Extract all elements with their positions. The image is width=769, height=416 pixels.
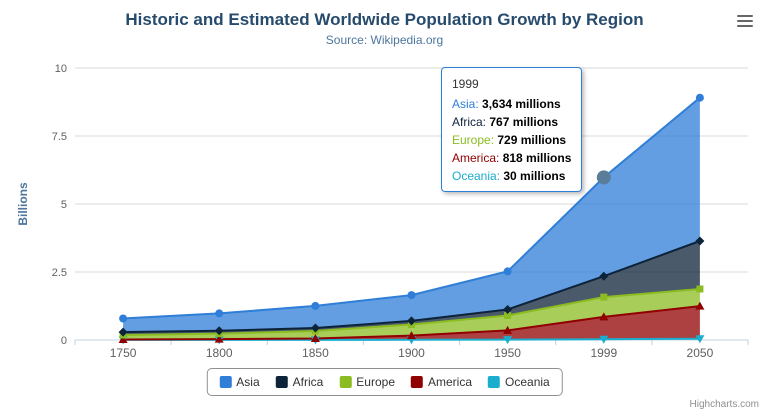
point-marker-asia[interactable] <box>503 267 512 276</box>
legend-item-europe[interactable]: Europe <box>339 375 395 389</box>
x-axis-label: 1999 <box>590 346 617 360</box>
legend-label: America <box>428 375 473 389</box>
tooltip-rows: Asia: 3,634 millions Africa: 767 millions… <box>452 95 571 185</box>
tooltip-series-name: Europe: <box>452 133 498 147</box>
credits-link[interactable]: Highcharts.com <box>689 399 759 410</box>
point-marker-america[interactable] <box>118 335 128 343</box>
y-axis-label: 0 <box>61 335 67 347</box>
point-marker-asia[interactable] <box>407 291 416 300</box>
point-marker-america[interactable] <box>599 312 609 321</box>
legend-label: Africa <box>292 375 324 389</box>
point-marker-africa[interactable] <box>503 305 513 314</box>
legend-symbol <box>275 376 288 388</box>
tooltip-row-europe: Europe: 729 millions <box>452 131 571 149</box>
y-axis-label: 5 <box>61 199 67 211</box>
hamburger-icon <box>737 20 753 22</box>
point-marker-africa[interactable] <box>599 271 609 281</box>
tooltip-series-name: Asia: <box>452 97 483 111</box>
y-axis-title: Billions <box>16 182 30 226</box>
tooltip-row-africa: Africa: 767 millions <box>452 113 571 131</box>
tooltip-series-value: 818 millions <box>502 151 572 165</box>
x-axis-label: 1950 <box>494 346 521 360</box>
point-marker-africa[interactable] <box>214 326 224 336</box>
point-marker-america[interactable] <box>214 334 224 343</box>
tooltip-header: 1999 <box>452 77 479 91</box>
tooltip-series-name: Africa: <box>452 115 490 129</box>
x-axis-label: 2050 <box>687 346 714 360</box>
point-marker-oceania[interactable] <box>599 335 609 344</box>
point-marker-america[interactable] <box>503 325 513 334</box>
x-axis-label: 1750 <box>110 346 137 360</box>
point-marker-africa[interactable] <box>407 316 416 326</box>
tooltip-series-name: America: <box>452 151 503 165</box>
legend-item-asia[interactable]: Asia <box>219 375 260 389</box>
point-marker-africa[interactable] <box>310 323 320 333</box>
legend-symbol <box>339 376 352 388</box>
point-marker-asia[interactable] <box>311 301 320 310</box>
tooltip-series-name: Oceania: <box>452 169 504 183</box>
legend-label: Asia <box>236 375 260 389</box>
series-area-africa[interactable] <box>123 241 700 335</box>
legend-item-africa[interactable]: Africa <box>275 375 324 389</box>
y-axis-label: 10 <box>55 63 67 75</box>
point-marker-africa[interactable] <box>118 327 128 337</box>
tooltip: 1999 Asia: 3,634 millions Africa: 767 mil… <box>441 67 583 192</box>
chart-subtitle: Source: Wikipedia.org <box>325 33 444 47</box>
hamburger-icon <box>737 25 753 27</box>
hamburger-icon <box>737 15 753 17</box>
legend-item-oceania[interactable]: Oceania <box>488 375 550 389</box>
point-marker-oceania[interactable] <box>503 336 513 345</box>
tooltip-row-oceania: Oceania: 30 millions <box>452 167 571 185</box>
legend-label: Oceania <box>505 375 550 389</box>
tooltip-series-value: 767 millions <box>489 115 559 129</box>
chart-title: Historic and Estimated Worldwide Populat… <box>125 10 644 29</box>
y-axis-label: 2.5 <box>52 267 67 279</box>
x-axis-label: 1850 <box>302 346 329 360</box>
tooltip-series-value: 3,634 millions <box>482 97 561 111</box>
point-marker-america[interactable] <box>407 331 416 340</box>
tooltip-row-america: America: 818 millions <box>452 149 571 167</box>
x-axis-label: 1800 <box>206 346 233 360</box>
point-marker-europe[interactable] <box>600 293 608 301</box>
context-menu-button[interactable] <box>732 9 758 33</box>
point-marker-oceania[interactable] <box>695 335 705 344</box>
legend-label: Europe <box>356 375 396 389</box>
legend-symbol <box>488 376 501 388</box>
legend-symbol <box>219 376 232 388</box>
legend: Asia Africa Europe America Oceania <box>206 368 563 396</box>
x-axis-label: 1900 <box>398 346 425 360</box>
legend-symbol <box>411 376 424 388</box>
point-marker-america[interactable] <box>695 301 705 310</box>
point-marker-asia[interactable] <box>215 309 224 318</box>
point-marker-africa[interactable] <box>695 236 705 246</box>
tooltip-row-asia: Asia: 3,634 millions <box>452 95 571 113</box>
tooltip-series-value: 30 millions <box>503 169 566 183</box>
series-area-america[interactable] <box>123 306 700 340</box>
series-area-asia[interactable] <box>123 97 700 333</box>
point-marker-asia[interactable] <box>695 93 704 102</box>
point-marker-europe[interactable] <box>696 285 704 293</box>
point-marker-europe[interactable] <box>504 312 512 319</box>
tooltip-series-value: 729 millions <box>497 133 567 147</box>
y-axis-label: 7.5 <box>52 131 67 143</box>
hover-marker[interactable] <box>596 170 611 185</box>
legend-item-america[interactable]: America <box>411 375 472 389</box>
point-marker-america[interactable] <box>310 334 320 342</box>
point-marker-asia[interactable] <box>119 314 128 323</box>
